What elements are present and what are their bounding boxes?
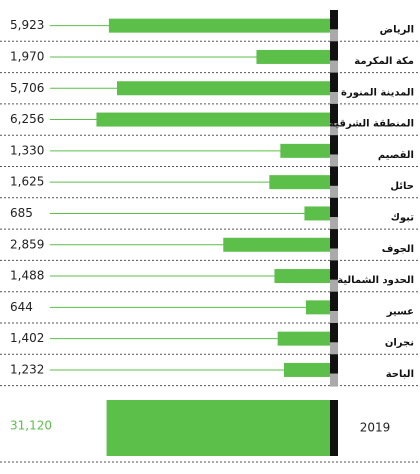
value-label: 6,256 — [10, 112, 44, 126]
axis-dark — [330, 166, 338, 186]
value-label: 1,625 — [10, 175, 44, 189]
total-value: 31,120 — [10, 419, 52, 433]
category-label: نجران — [385, 338, 414, 349]
axis-dark — [330, 291, 338, 312]
bar — [269, 175, 330, 190]
axis-grey — [330, 60, 338, 74]
axis-grey — [330, 248, 338, 262]
bar — [223, 237, 330, 252]
category-label: الجوف — [382, 244, 414, 255]
category-label: تبوك — [391, 212, 415, 223]
axis-dark — [330, 260, 338, 280]
axis-dark — [330, 400, 338, 456]
value-label: 1,488 — [10, 269, 44, 283]
axis-grey — [330, 123, 338, 137]
category-label: حائل — [390, 181, 414, 192]
axis-grey — [330, 154, 338, 168]
total-category: 2019 — [360, 421, 391, 435]
bar — [256, 49, 330, 64]
axis-dark — [330, 41, 338, 61]
bar — [274, 269, 330, 284]
category-label: الحدود الشمالية — [337, 275, 414, 286]
value-label: 685 — [10, 206, 33, 220]
axis-grey — [330, 311, 338, 324]
bar — [305, 300, 330, 315]
axis-grey — [330, 279, 338, 293]
category-label: الرياض — [380, 25, 414, 36]
axis-grey — [330, 373, 338, 387]
category-label: عسير — [386, 306, 414, 317]
value-label: 5,923 — [10, 18, 44, 32]
value-label: 644 — [10, 300, 33, 314]
axis-dark — [330, 72, 338, 93]
bar — [108, 18, 330, 33]
axis-grey — [330, 217, 338, 231]
axis-dark — [330, 10, 338, 30]
total-bar — [106, 400, 330, 456]
value-label: 2,859 — [10, 237, 44, 251]
value-label: 1,402 — [10, 331, 44, 345]
category-label: الباحة — [386, 369, 414, 380]
category-label: المنطقة الشرقية — [329, 119, 414, 130]
bar — [277, 331, 330, 346]
axis-grey — [330, 342, 338, 356]
axis-grey — [330, 29, 338, 43]
value-label: 1,970 — [10, 49, 44, 63]
bar — [116, 81, 330, 96]
axis-dark — [330, 103, 338, 124]
bar — [304, 206, 330, 221]
value-label: 1,330 — [10, 143, 44, 157]
category-label: القصيم — [378, 150, 414, 161]
axis-dark — [330, 323, 338, 343]
bar — [280, 143, 330, 158]
axis-grey — [330, 92, 338, 105]
axis-dark — [330, 197, 338, 218]
axis-dark — [330, 135, 338, 155]
value-label: 5,706 — [10, 81, 44, 95]
value-label: 1,232 — [10, 362, 44, 376]
bar — [96, 112, 331, 127]
axis-grey — [330, 185, 338, 199]
category-label: المدينة المنورة — [341, 87, 414, 98]
axis-dark — [330, 354, 338, 374]
bar — [284, 362, 330, 377]
axis-dark — [330, 229, 338, 249]
category-label: مكة المكرمة — [354, 56, 414, 67]
